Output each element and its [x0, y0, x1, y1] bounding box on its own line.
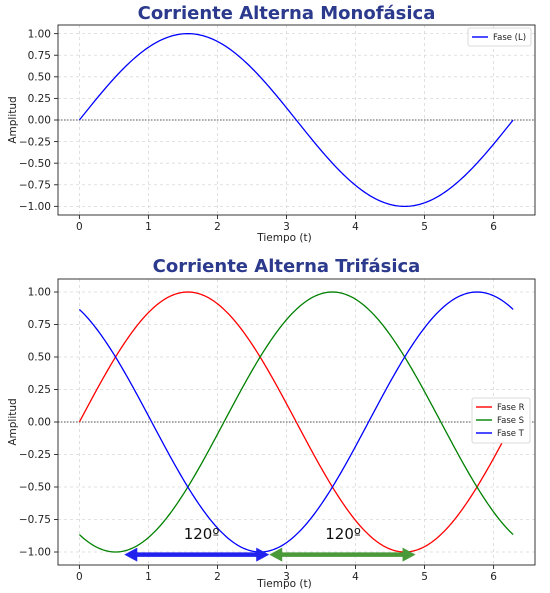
y-tick-label: 0.50 [28, 72, 51, 84]
series-line-fase-s [78, 291, 514, 553]
x-tick-label: 3 [283, 571, 290, 583]
y-axis-label: Amplitud [7, 96, 19, 143]
x-tick-label: 5 [421, 571, 428, 583]
y-tick-label: 0.00 [28, 115, 51, 127]
y-tick-label: 0.75 [28, 319, 51, 331]
x-tick-label: 1 [145, 221, 152, 233]
annotation-label: 120º [184, 525, 220, 543]
plot-frame [57, 278, 536, 566]
y-tick-label: −0.25 [19, 136, 51, 148]
series-line-fase-t [78, 291, 514, 553]
x-axis-label: Tiempo (t) [256, 232, 311, 244]
chart-panel-2: Corriente Alterna Trifásica 1.00 0.75 0.50 0… [7, 256, 536, 590]
y-tick-label: −0.50 [19, 158, 51, 170]
x-tick-label: 0 [76, 571, 83, 583]
legend-box [467, 27, 532, 47]
y-axis-label: Amplitud [7, 398, 19, 445]
x-tick-label: 1 [145, 571, 152, 583]
y-tick-label: 0.75 [28, 50, 51, 62]
legend-box [471, 397, 531, 444]
x-tick-label: 6 [490, 571, 497, 583]
chart-panel-1: Corriente Alterna Monofásica 1.00 0.75 0.50… [7, 3, 536, 244]
chart-title: Corriente Alterna Trifásica [153, 256, 421, 277]
x-tick-label: 2 [214, 571, 221, 583]
x-tick-label: 6 [490, 221, 497, 233]
x-tick-label: 0 [76, 221, 83, 233]
y-tick-label: −0.75 [19, 514, 51, 526]
legend: Fase R Fase S Fase T [471, 397, 531, 444]
legend: Fase (L) [467, 27, 532, 47]
y-tick-label: 1.00 [28, 287, 51, 299]
x-tick-label: 4 [352, 571, 359, 583]
series-line-fase-r [78, 291, 514, 553]
legend-entry: Fase S [497, 416, 524, 426]
arrow-head-left [124, 547, 138, 562]
x-tick-label: 4 [352, 221, 359, 233]
arrow-head-right [402, 547, 416, 562]
y-tick-label: 0.50 [28, 352, 51, 364]
arrow-head-right [256, 547, 270, 562]
y-tick-label: −1.00 [19, 201, 51, 213]
y-tick-label: −0.25 [19, 449, 51, 461]
series-line-fase-l- [78, 32, 514, 208]
chart-title: Corriente Alterna Monofásica [138, 3, 436, 24]
phase-annotation-1: 120º [124, 525, 270, 562]
x-tick-label: 5 [421, 221, 428, 233]
y-tick-label: 1.00 [28, 28, 51, 40]
y-tick-label: 0.25 [28, 93, 51, 105]
phase-annotation-2: 120º [269, 525, 416, 562]
arrow-head-left [269, 547, 283, 562]
legend-entry: Fase R [497, 403, 525, 413]
legend-entry: Fase (L) [493, 33, 526, 43]
y-tick-label: −1.00 [19, 547, 51, 559]
plot-frame [57, 24, 536, 216]
annotation-label: 120º [325, 525, 361, 543]
y-tick-label: 0.25 [28, 384, 51, 396]
y-tick-label: −0.75 [19, 179, 51, 191]
x-tick-label: 2 [214, 221, 221, 233]
x-tick-label: 3 [283, 221, 290, 233]
y-tick-label: −0.50 [19, 482, 51, 494]
x-axis-label: Tiempo (t) [256, 578, 311, 590]
legend-entry: Fase T [497, 429, 525, 439]
y-tick-label: 0.00 [28, 417, 51, 429]
